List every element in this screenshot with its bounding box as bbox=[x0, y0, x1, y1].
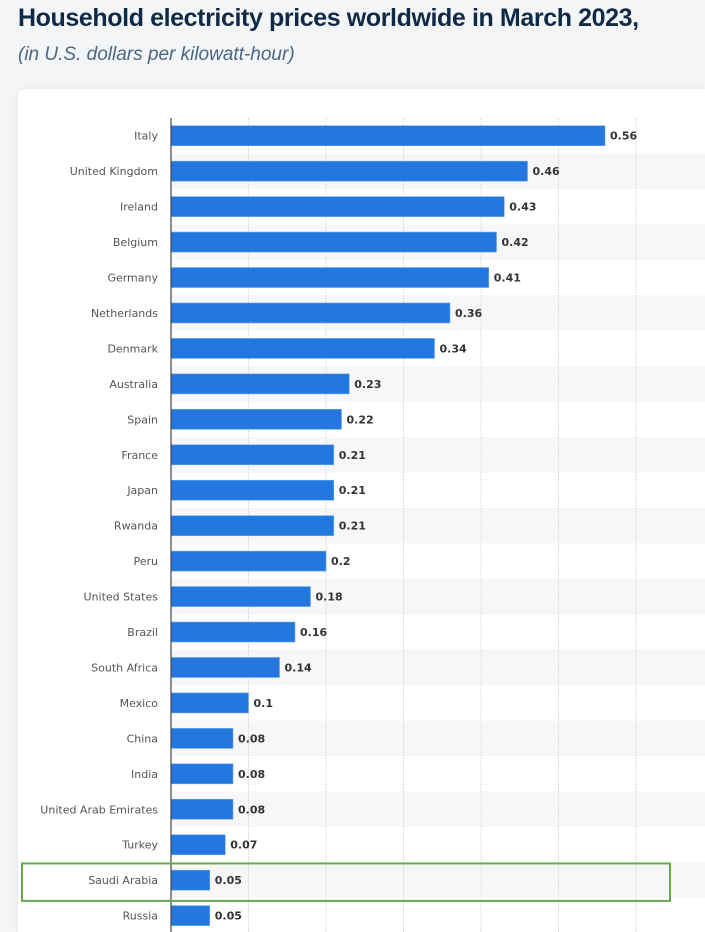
bar-peru bbox=[170, 550, 327, 572]
highlight-box bbox=[21, 862, 671, 902]
value-label: 0.36 bbox=[455, 307, 482, 320]
value-label: 0.1 bbox=[254, 697, 274, 710]
category-label: Mexico bbox=[120, 697, 159, 710]
bar-united-kingdom bbox=[170, 160, 528, 182]
bar-germany bbox=[170, 267, 490, 288]
value-label: 0.56 bbox=[610, 130, 637, 143]
value-label: 0.08 bbox=[238, 732, 265, 745]
value-label: 0.18 bbox=[316, 591, 343, 604]
value-label: 0.42 bbox=[502, 236, 529, 249]
row-stripe bbox=[171, 791, 705, 827]
bar-saudi-arabia bbox=[170, 869, 211, 891]
value-label: 0.14 bbox=[285, 661, 312, 674]
bar-australia bbox=[170, 373, 350, 395]
value-label: 0.07 bbox=[230, 839, 257, 852]
value-label: 0.21 bbox=[339, 520, 366, 533]
value-label: 0.08 bbox=[238, 768, 265, 781]
value-label: 0.41 bbox=[494, 272, 521, 285]
category-label: Belgium bbox=[113, 236, 158, 249]
category-label: Spain bbox=[127, 413, 158, 426]
category-label: Denmark bbox=[107, 342, 158, 355]
category-label: Peru bbox=[133, 555, 158, 568]
bar-japan bbox=[170, 479, 335, 501]
value-label: 0.2 bbox=[331, 555, 351, 568]
bar-china bbox=[170, 728, 234, 749]
value-label: 0.43 bbox=[509, 201, 536, 214]
bar-denmark bbox=[170, 338, 435, 359]
category-label: Brazil bbox=[127, 626, 158, 639]
category-label: China bbox=[127, 732, 158, 745]
value-label: 0.34 bbox=[440, 342, 467, 355]
chart-title: Household electricity prices worldwide i… bbox=[18, 4, 639, 32]
category-label: Italy bbox=[134, 130, 158, 143]
row-stripe bbox=[171, 862, 705, 898]
bar-united-arab-emirates bbox=[170, 798, 234, 820]
value-label: 0.08 bbox=[238, 803, 265, 816]
chart-subtitle: (in U.S. dollars per kilowatt-hour) bbox=[18, 44, 295, 65]
category-label: Turkey bbox=[121, 839, 158, 852]
value-label: 0.22 bbox=[347, 413, 374, 426]
category-label: India bbox=[131, 768, 158, 781]
bar-rwanda bbox=[170, 515, 335, 536]
bar-india bbox=[170, 763, 234, 785]
bar-russia bbox=[170, 905, 211, 926]
bar-belgium bbox=[170, 231, 497, 253]
value-label: 0.05 bbox=[215, 874, 242, 887]
bar-ireland bbox=[170, 196, 505, 217]
bar-italy bbox=[170, 125, 606, 147]
bar-mexico bbox=[170, 692, 249, 714]
bar-turkey bbox=[170, 834, 226, 856]
category-label: Ireland bbox=[120, 201, 158, 214]
bar-south-africa bbox=[170, 657, 280, 678]
bar-united-states bbox=[170, 586, 311, 607]
bar-brazil bbox=[170, 621, 296, 643]
value-label: 0.46 bbox=[533, 165, 560, 178]
value-label: 0.05 bbox=[215, 910, 242, 923]
row-stripe bbox=[171, 720, 705, 757]
category-label: France bbox=[121, 449, 158, 462]
category-label: Australia bbox=[109, 378, 158, 391]
category-label: Saudi Arabia bbox=[88, 874, 158, 887]
bar-spain bbox=[170, 409, 342, 430]
category-label: United Arab Emirates bbox=[40, 803, 158, 816]
category-label: United Kingdom bbox=[70, 165, 158, 178]
category-label: Netherlands bbox=[91, 307, 158, 320]
category-label: United States bbox=[84, 591, 159, 604]
category-label: Germany bbox=[107, 272, 158, 285]
category-label: Japan bbox=[126, 484, 158, 497]
value-label: 0.21 bbox=[339, 484, 366, 497]
bar-france bbox=[170, 444, 335, 466]
category-label: South Africa bbox=[91, 661, 158, 674]
value-label: 0.21 bbox=[339, 449, 366, 462]
category-label: Russia bbox=[123, 910, 158, 923]
category-label: Rwanda bbox=[114, 520, 158, 533]
bar-netherlands bbox=[170, 302, 451, 324]
value-label: 0.16 bbox=[300, 626, 327, 639]
value-label: 0.23 bbox=[354, 378, 381, 391]
